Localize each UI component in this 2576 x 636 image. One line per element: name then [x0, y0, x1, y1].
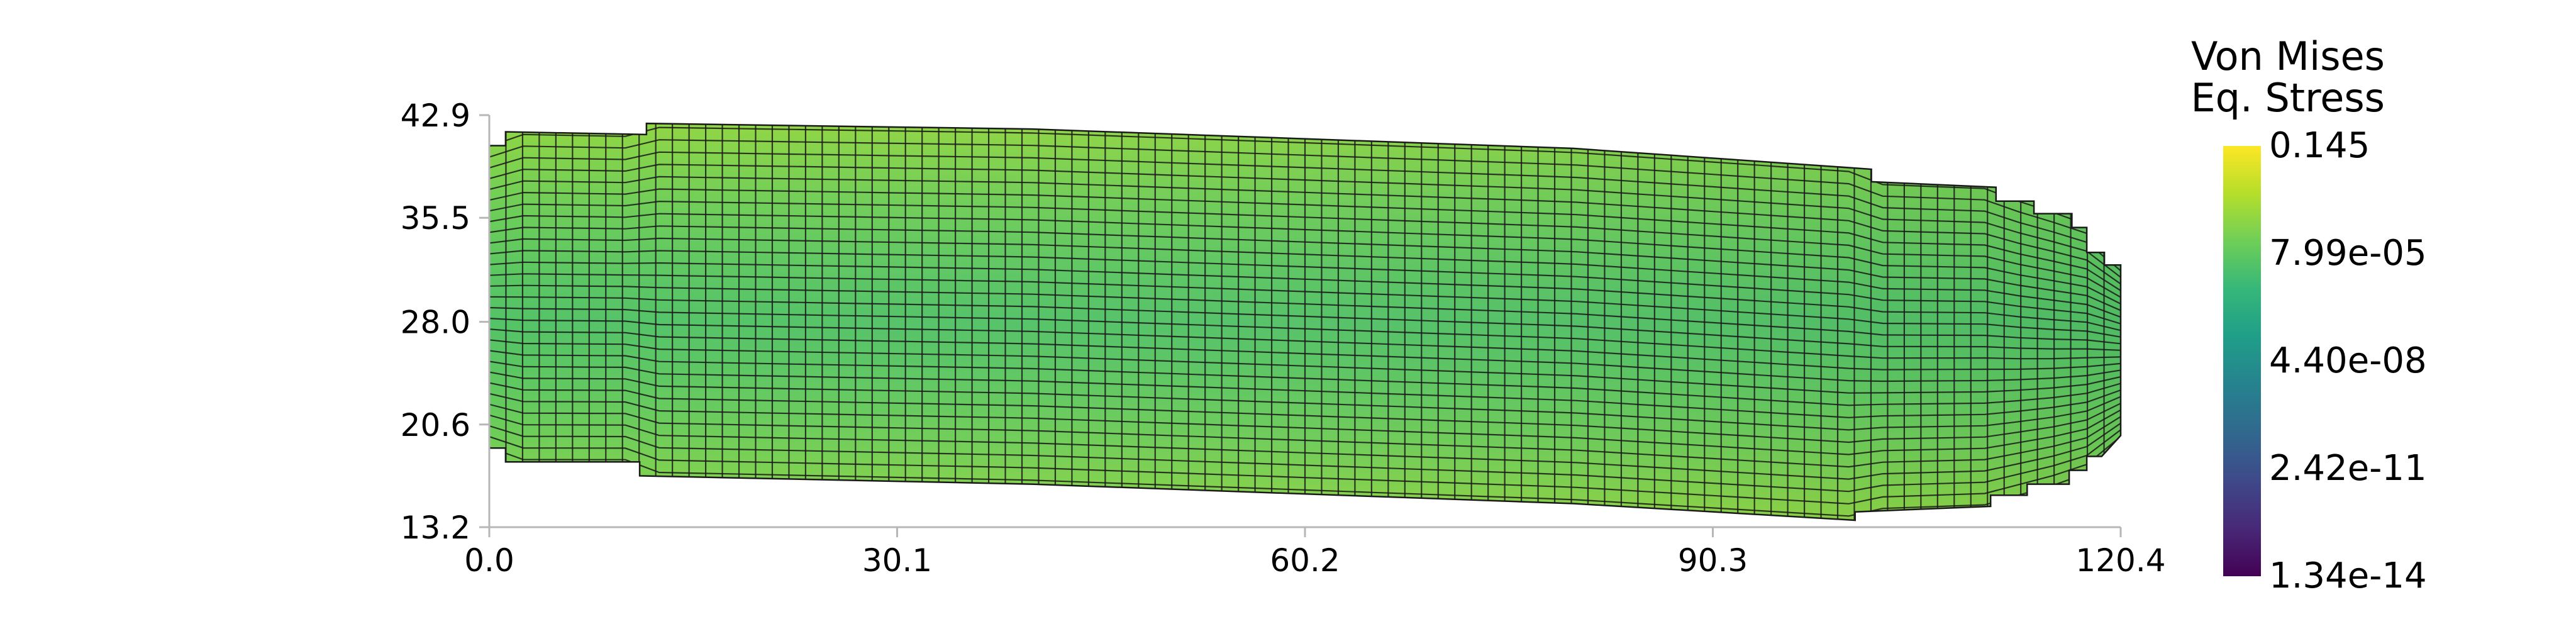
colorbar-title-line-1: Von Mises	[2191, 33, 2385, 79]
y-tick-label: 20.6	[401, 407, 470, 444]
mesh-row-line	[489, 296, 2121, 351]
mesh-row-line	[489, 350, 2121, 406]
x-tick-label: 120.4	[2075, 542, 2165, 579]
mesh-row-line	[489, 273, 2121, 338]
mesh-row-line	[489, 225, 2121, 311]
x-axis-ticks: 0.0 30.1 60.2 90.3 120.4	[464, 527, 2166, 579]
colorbar-tick-label: 7.99e-05	[2269, 233, 2427, 274]
mesh-row-line	[489, 318, 2121, 371]
mesh-row-line	[489, 151, 2121, 272]
x-tick-label: 0.0	[464, 542, 514, 579]
colorbar-title-line-2: Eq. Stress	[2191, 75, 2385, 121]
mesh-row-line	[489, 126, 2121, 258]
y-tick-label: 13.2	[401, 510, 470, 546]
mesh-row-line	[489, 250, 2121, 325]
mesh-row-line	[489, 176, 2121, 285]
y-tick-label: 42.9	[401, 98, 470, 134]
x-tick-label: 90.3	[1678, 542, 1748, 579]
colorbar-scale-bar	[2223, 146, 2261, 576]
mesh-row-line	[489, 371, 2121, 431]
mesh-row-line	[489, 200, 2121, 298]
mesh-row-line	[489, 188, 2121, 291]
y-tick-label: 28.0	[401, 304, 470, 341]
x-tick-label: 60.2	[1270, 542, 1340, 579]
mesh-row-line	[489, 237, 2121, 318]
mesh-row-line	[489, 261, 2121, 332]
mesh-grid-lines	[489, 123, 2121, 520]
x-tick-label: 30.1	[862, 542, 932, 579]
mesh-row-line	[489, 284, 2121, 345]
mesh-row-line	[489, 306, 2121, 360]
mesh-row-line	[489, 403, 2121, 468]
mesh-row-line	[489, 393, 2121, 455]
colorbar-tick-label: 1.34e-14	[2269, 555, 2427, 596]
colorbar-tick-label: 0.145	[2269, 125, 2370, 166]
colorbar-tick-labels: 0.145 7.99e-05 4.40e-08 2.42e-11 1.34e-14	[2269, 125, 2427, 596]
mesh-row-line	[489, 213, 2121, 304]
deformed-mesh	[488, 122, 2122, 522]
mesh-row-line	[489, 139, 2121, 265]
mesh-row-line	[489, 164, 2121, 278]
mesh-row-line	[489, 339, 2121, 394]
mesh-row-line	[489, 425, 2121, 493]
mesh-outline	[488, 122, 2122, 522]
colorbar-tick-label: 2.42e-11	[2269, 448, 2427, 489]
cube-axes: 0.0 30.1 60.2 90.3 120.4 13.2 20.6 28.0 35.5 42.…	[401, 98, 2166, 579]
mesh-row-line	[489, 436, 2121, 505]
mesh-row-line	[489, 360, 2121, 418]
colorbar-legend: Von Mises Eq. Stress 0.145 7.99e-05 4.40e-…	[2191, 33, 2427, 596]
mesh-row-line	[489, 414, 2121, 480]
y-tick-label: 35.5	[401, 200, 470, 237]
colorbar-tick-label: 4.40e-08	[2269, 340, 2427, 381]
mesh-row-line	[489, 382, 2121, 444]
y-axis-ticks: 13.2 20.6 28.0 35.5 42.9	[401, 98, 489, 546]
mesh-row-line	[489, 442, 2121, 517]
mesh-row-line	[489, 328, 2121, 382]
